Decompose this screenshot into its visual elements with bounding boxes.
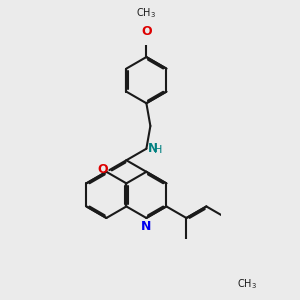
Text: CH$_3$: CH$_3$	[136, 6, 156, 20]
Text: N: N	[141, 220, 152, 233]
Text: O: O	[141, 25, 152, 38]
Text: CH$_3$: CH$_3$	[237, 278, 257, 291]
Text: H: H	[154, 145, 162, 155]
Text: O: O	[97, 163, 108, 176]
Text: N: N	[148, 142, 158, 155]
